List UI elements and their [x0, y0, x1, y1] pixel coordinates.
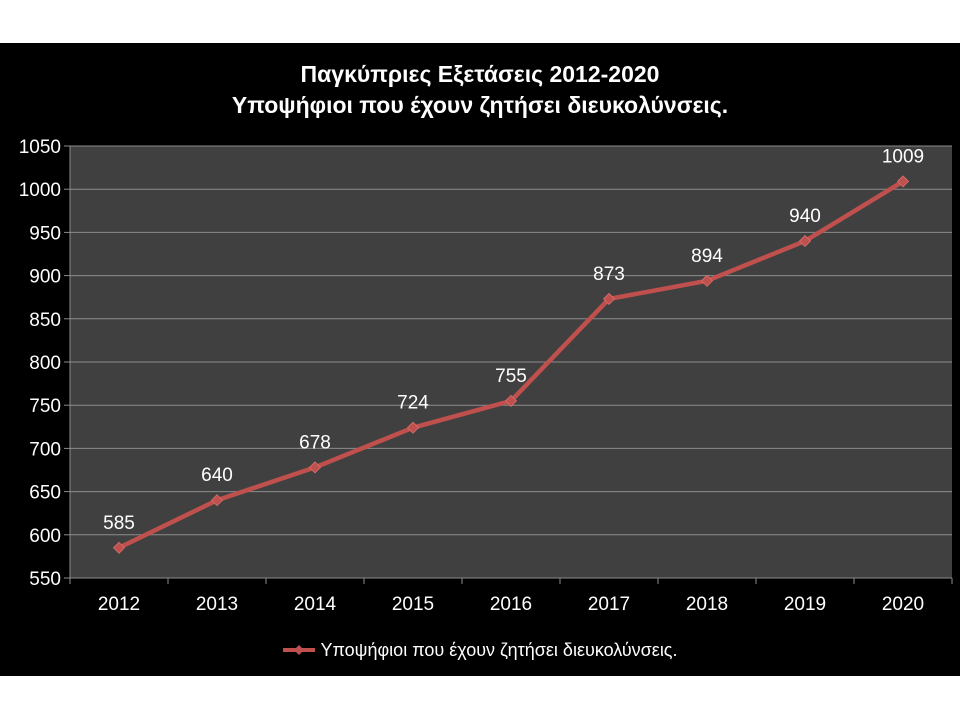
chart-area: Παγκύπριες Εξετάσεις 2012-2020 Υποψήφιοι…: [0, 43, 960, 676]
legend-series-swatch: [283, 645, 316, 655]
data-label: 678: [299, 432, 331, 453]
x-tick-label: 2019: [784, 594, 826, 615]
x-tick-label: 2014: [294, 594, 337, 615]
data-label: 640: [201, 465, 233, 486]
chart-title-line-1: Παγκύπριες Εξετάσεις 2012-2020: [300, 61, 660, 87]
y-tick-label: 900: [29, 267, 61, 288]
line-chart: 550 600 650 700 750 800 850 900 950 1000 1050 2012 2…: [19, 137, 953, 615]
data-point-marker: [308, 461, 322, 474]
data-point-marker: [112, 541, 126, 554]
legend-series-label: Υποψήφιοι που έχουν ζητήσει διευκολύνσει…: [320, 640, 678, 660]
y-tick-label: 950: [29, 223, 61, 244]
data-label: 585: [103, 513, 135, 534]
x-tick-label: 2016: [490, 594, 532, 615]
chart-title-line-2: Υποψήφιοι που έχουν ζητήσει διευκολύνσει…: [231, 92, 729, 118]
x-tick-label: 2017: [588, 594, 630, 615]
data-label: 894: [691, 246, 723, 267]
y-tick-label: 700: [29, 439, 61, 460]
data-point-marker: [406, 421, 420, 434]
x-tick-label: 2012: [98, 594, 140, 615]
data-point-marker: [700, 274, 714, 287]
data-point-marker: [504, 394, 518, 407]
chart-title: Παγκύπριες Εξετάσεις 2012-2020 Υποψήφιοι…: [0, 59, 960, 121]
data-label: 755: [495, 366, 527, 387]
y-tick-label: 600: [29, 526, 61, 547]
data-label: 940: [789, 206, 821, 227]
y-tick-label: 850: [29, 310, 61, 331]
data-point-marker: [798, 234, 812, 248]
y-tick-label: 550: [29, 569, 61, 590]
y-tick-label: 1050: [19, 137, 61, 158]
y-tick-label: 800: [29, 353, 61, 374]
data-point-marker: [210, 494, 224, 507]
data-label: 873: [593, 264, 625, 285]
x-tick-label: 2013: [196, 594, 238, 615]
chart-legend: Υποψήφιοι που έχουν ζητήσει διευκολύνσει…: [0, 639, 960, 663]
y-tick-label: 1000: [19, 180, 61, 201]
x-tick-label: 2020: [882, 594, 924, 615]
data-label: 724: [397, 393, 429, 414]
data-label: 1009: [882, 146, 924, 167]
data-point-marker: [896, 175, 910, 188]
x-tick-label: 2018: [686, 594, 728, 615]
data-point-marker: [602, 292, 616, 305]
y-tick-label: 750: [29, 396, 61, 417]
x-tick-label: 2015: [392, 594, 434, 615]
y-tick-label: 650: [29, 483, 61, 504]
